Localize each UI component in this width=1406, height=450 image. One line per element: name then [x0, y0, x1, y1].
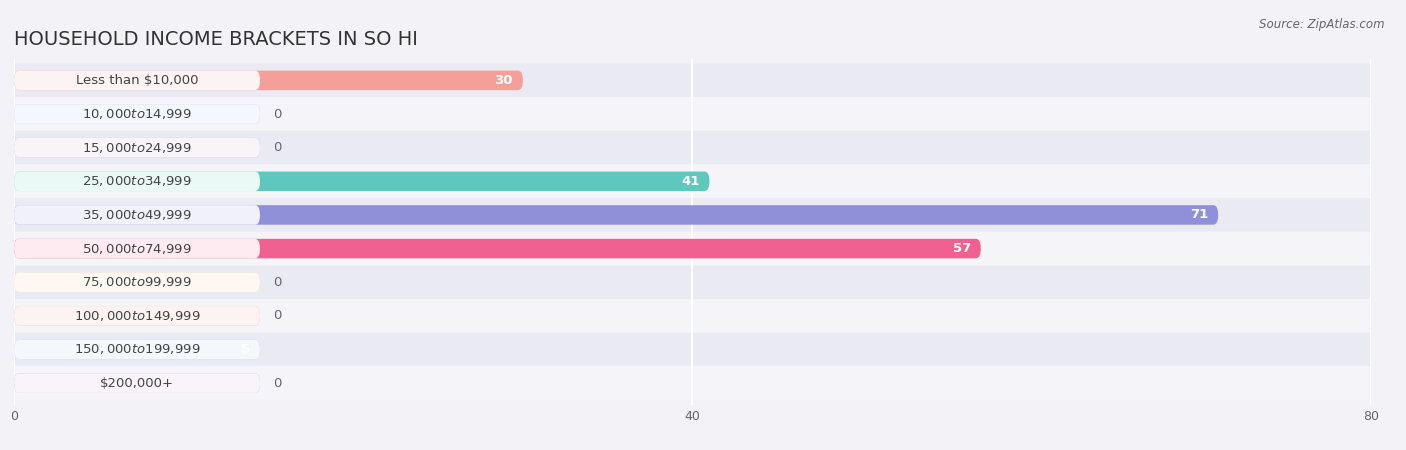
FancyBboxPatch shape [0, 266, 1405, 299]
Text: $35,000 to $49,999: $35,000 to $49,999 [82, 208, 191, 222]
FancyBboxPatch shape [14, 306, 260, 326]
FancyBboxPatch shape [14, 239, 981, 258]
FancyBboxPatch shape [0, 198, 1405, 232]
Text: $25,000 to $34,999: $25,000 to $34,999 [82, 174, 191, 188]
FancyBboxPatch shape [14, 205, 260, 225]
FancyBboxPatch shape [14, 104, 260, 124]
FancyBboxPatch shape [0, 63, 1405, 97]
Text: $75,000 to $99,999: $75,000 to $99,999 [82, 275, 191, 289]
Text: Source: ZipAtlas.com: Source: ZipAtlas.com [1260, 18, 1385, 31]
FancyBboxPatch shape [0, 131, 1405, 164]
Text: 5: 5 [240, 343, 250, 356]
FancyBboxPatch shape [14, 340, 260, 359]
FancyBboxPatch shape [14, 340, 260, 359]
Text: Less than $10,000: Less than $10,000 [76, 74, 198, 87]
Text: $200,000+: $200,000+ [100, 377, 174, 390]
FancyBboxPatch shape [14, 171, 260, 191]
Text: 30: 30 [495, 74, 513, 87]
FancyBboxPatch shape [0, 333, 1405, 366]
Text: 0: 0 [273, 309, 281, 322]
FancyBboxPatch shape [14, 374, 260, 393]
FancyBboxPatch shape [14, 272, 260, 292]
Text: $150,000 to $199,999: $150,000 to $199,999 [73, 342, 200, 356]
FancyBboxPatch shape [14, 138, 260, 157]
FancyBboxPatch shape [0, 299, 1405, 333]
FancyBboxPatch shape [14, 306, 260, 326]
FancyBboxPatch shape [0, 164, 1405, 198]
FancyBboxPatch shape [14, 239, 260, 258]
Text: $15,000 to $24,999: $15,000 to $24,999 [82, 141, 191, 155]
Text: $10,000 to $14,999: $10,000 to $14,999 [82, 107, 191, 121]
Text: 0: 0 [273, 108, 281, 121]
FancyBboxPatch shape [14, 71, 523, 90]
FancyBboxPatch shape [14, 71, 260, 90]
FancyBboxPatch shape [14, 171, 710, 191]
Text: 0: 0 [273, 377, 281, 390]
FancyBboxPatch shape [14, 374, 260, 393]
Text: 57: 57 [952, 242, 970, 255]
FancyBboxPatch shape [0, 97, 1405, 131]
FancyBboxPatch shape [14, 104, 260, 124]
Text: 0: 0 [273, 276, 281, 289]
FancyBboxPatch shape [0, 232, 1405, 266]
FancyBboxPatch shape [0, 366, 1405, 400]
Text: $100,000 to $149,999: $100,000 to $149,999 [73, 309, 200, 323]
Text: $50,000 to $74,999: $50,000 to $74,999 [82, 242, 191, 256]
FancyBboxPatch shape [14, 205, 1218, 225]
Text: 71: 71 [1189, 208, 1208, 221]
FancyBboxPatch shape [14, 272, 260, 292]
Text: HOUSEHOLD INCOME BRACKETS IN SO HI: HOUSEHOLD INCOME BRACKETS IN SO HI [14, 30, 418, 49]
FancyBboxPatch shape [14, 138, 260, 157]
Text: 41: 41 [681, 175, 699, 188]
Text: 0: 0 [273, 141, 281, 154]
